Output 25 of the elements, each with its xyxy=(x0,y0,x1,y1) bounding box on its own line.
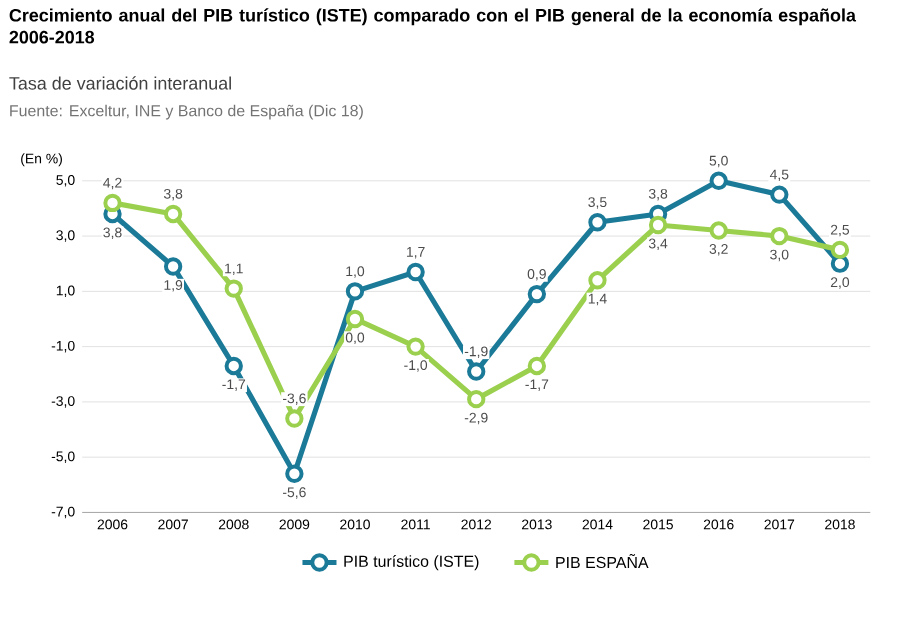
point xyxy=(285,409,304,428)
point xyxy=(709,221,728,240)
point xyxy=(224,279,243,298)
point xyxy=(588,213,607,232)
point xyxy=(527,284,547,304)
point xyxy=(103,193,122,213)
point xyxy=(709,171,728,190)
point xyxy=(830,240,850,260)
point xyxy=(467,389,486,409)
point xyxy=(163,257,183,276)
point xyxy=(345,309,365,329)
point xyxy=(163,204,183,224)
point xyxy=(345,282,365,301)
point xyxy=(285,464,304,483)
chart-title: Crecimiento anual del PIB turístico (ISTE) comparado con el PIB general de la economía española 2006-2018 xyxy=(9,8,857,44)
point xyxy=(648,215,668,235)
point xyxy=(770,226,789,246)
point xyxy=(406,337,425,356)
point xyxy=(770,185,789,204)
chart-subtitle: Tasa de variación interanual xyxy=(9,76,231,90)
point xyxy=(224,356,243,376)
point xyxy=(527,356,547,376)
point xyxy=(588,271,607,290)
point xyxy=(467,362,486,381)
point xyxy=(406,262,425,282)
